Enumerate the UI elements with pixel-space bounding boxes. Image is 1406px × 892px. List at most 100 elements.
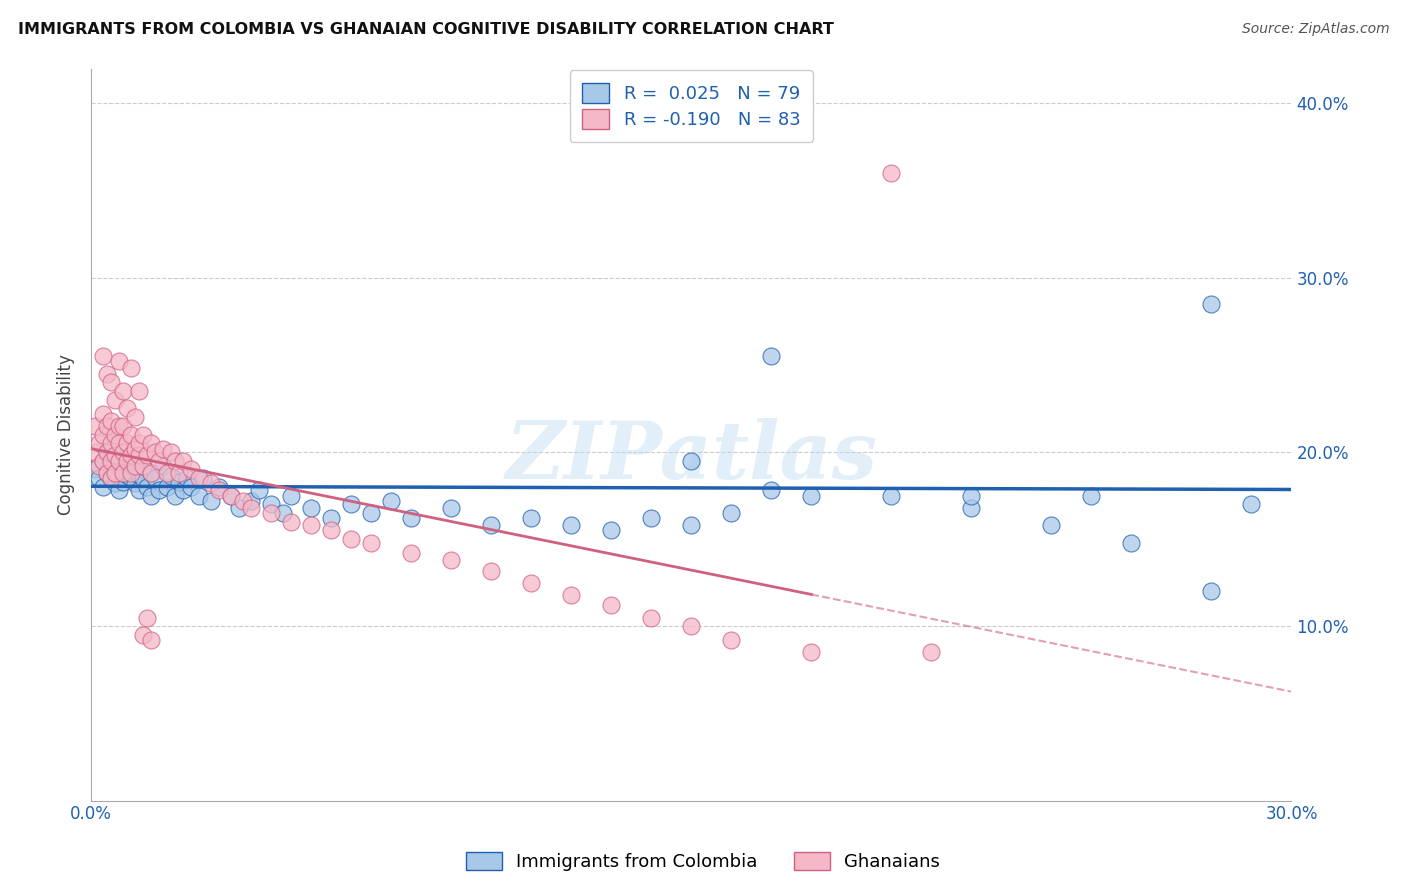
Point [112,418,135,433]
Point [271,506,294,520]
Point [124,476,146,491]
Point [720,506,742,520]
Point [1121,535,1143,549]
Point [640,610,662,624]
Point [167,466,190,480]
Point [124,410,146,425]
Point [800,489,823,503]
Point [91,480,114,494]
Point [132,628,155,642]
Point [681,453,703,467]
Point [280,489,302,503]
Point [880,489,903,503]
Point [112,452,135,467]
Point [84,462,107,476]
Point [100,453,122,467]
Point [340,497,363,511]
Point [172,453,194,467]
Point [321,511,343,525]
Point [89,471,111,485]
Point [681,518,703,533]
Point [100,436,122,450]
Point [200,476,222,491]
Point [100,471,122,485]
Point [128,449,150,463]
Text: ZIPatlas: ZIPatlas [505,417,877,495]
Point [108,483,131,498]
Point [124,458,146,473]
Point [761,483,783,498]
Point [124,442,146,456]
Point [112,445,135,459]
Point [960,489,983,503]
Point [96,445,118,459]
Point [108,453,131,467]
Point [560,588,582,602]
Point [1040,518,1063,533]
Point [761,349,783,363]
Point [167,475,190,489]
Point [128,384,150,398]
Point [120,449,142,463]
Point [100,376,122,390]
Point [380,493,402,508]
Point [200,493,222,508]
Point [120,453,142,467]
Point [148,453,170,467]
Point [96,466,118,480]
Point [681,619,703,633]
Point [165,453,187,467]
Point [128,436,150,450]
Point [920,645,942,659]
Point [960,500,983,515]
Point [156,466,179,480]
Point [141,436,163,450]
Point [800,645,823,659]
Point [112,475,135,489]
Point [440,500,463,515]
Point [340,532,363,546]
Point [240,493,263,508]
Point [104,392,127,407]
Point [115,436,138,450]
Point [360,535,382,549]
Point [280,515,302,529]
Point [440,553,463,567]
Point [96,367,118,381]
Point [100,471,122,485]
Point [108,436,131,450]
Point [156,480,179,494]
Point [84,418,107,433]
Point [1240,497,1263,511]
Point [520,511,543,525]
Legend: Immigrants from Colombia, Ghanaians: Immigrants from Colombia, Ghanaians [458,845,948,879]
Point [228,500,250,515]
Point [720,633,742,648]
Point [148,483,170,498]
Point [104,449,127,463]
Point [399,511,422,525]
Point [91,453,114,467]
Point [108,354,131,368]
Point [124,462,146,476]
Point [84,445,107,459]
Legend: R =  0.025   N = 79, R = -0.190   N = 83: R = 0.025 N = 79, R = -0.190 N = 83 [569,70,813,142]
Point [160,469,183,483]
Point [96,466,118,480]
Point [520,575,543,590]
Point [132,458,155,473]
Point [104,466,127,480]
Point [112,384,135,398]
Point [141,489,163,503]
Point [136,610,159,624]
Point [240,500,263,515]
Point [560,518,582,533]
Point [232,493,254,508]
Point [165,489,187,503]
Point [479,564,502,578]
Point [91,407,114,421]
Point [112,462,135,476]
Point [299,518,322,533]
Point [91,453,114,467]
Point [104,427,127,442]
